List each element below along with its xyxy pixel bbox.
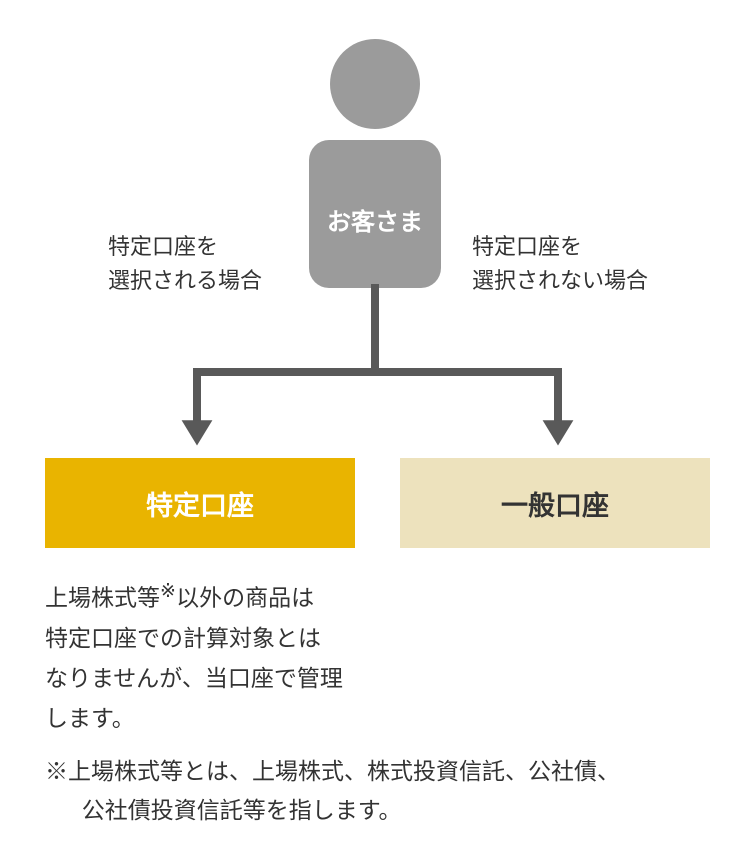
- footnote-text: ※上場株式等とは、上場株式、株式投資信託、公社債、 公社債投資信託等を指します。: [45, 752, 715, 830]
- box-specific-account-label: 特定口座: [146, 484, 254, 523]
- arrow-down-icon: [543, 420, 574, 445]
- footnote-line1: ※上場株式等とは、上場株式、株式投資信託、公社債、: [45, 752, 620, 791]
- connector: [0, 0, 750, 480]
- diagram-root: お客さま 特定口座を 選択される場合 特定口座を 選択されない場合 特定口座 一…: [0, 0, 750, 852]
- footnote-line2: 公社債投資信託等を指します。: [45, 791, 715, 830]
- box-general-account: 一般口座: [400, 458, 710, 548]
- box-general-account-label: 一般口座: [501, 484, 609, 523]
- note-text: 上場株式等※以外の商品は特定口座での計算対象とはなりませんが、当口座で管理します…: [45, 575, 365, 739]
- arrow-down-icon: [182, 420, 213, 445]
- box-specific-account: 特定口座: [45, 458, 355, 548]
